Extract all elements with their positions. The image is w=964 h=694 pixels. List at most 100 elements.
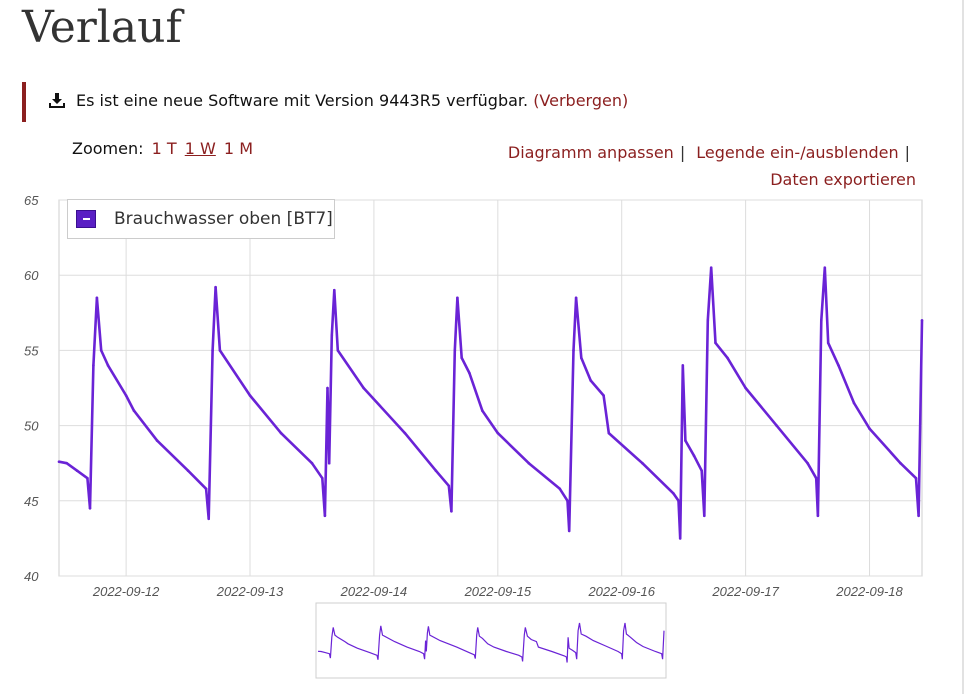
separator: | xyxy=(904,143,910,162)
data-point xyxy=(434,469,438,473)
data-point xyxy=(204,487,208,491)
y-tick-label: 60 xyxy=(24,268,39,283)
chart-actions: Diagramm anpassen | Legende ein-/ausblend… xyxy=(456,139,916,193)
data-point xyxy=(837,364,840,367)
data-point xyxy=(75,469,79,473)
data-point xyxy=(806,461,809,465)
y-tick-label: 40 xyxy=(24,569,39,584)
data-point xyxy=(527,461,531,465)
data-point xyxy=(775,424,778,427)
data-point xyxy=(567,529,571,533)
data-point xyxy=(706,319,710,322)
data-point xyxy=(589,379,592,382)
x-tick-label: 2022-09-15 xyxy=(464,584,532,599)
data-point xyxy=(574,296,578,300)
x-tick-label: 2022-09-13 xyxy=(216,584,284,599)
data-point xyxy=(641,461,644,465)
temperature-chart[interactable]: 40 45 50 55 60 65 2022-09-12 2022-09-13 2022-09… xyxy=(0,188,964,694)
data-point xyxy=(330,334,334,337)
data-point xyxy=(57,460,61,464)
navigator-series-line xyxy=(317,622,665,663)
data-point xyxy=(580,356,583,360)
data-point xyxy=(607,431,611,435)
data-point xyxy=(310,461,314,465)
export-data-link[interactable]: Daten exportieren xyxy=(770,170,916,189)
legend-toggle-swatch[interactable] xyxy=(76,210,96,228)
notice-text-line: Es ist eine neue Software mit Version 94… xyxy=(76,91,628,110)
data-point xyxy=(218,349,222,352)
data-point xyxy=(88,507,92,510)
data-point xyxy=(214,285,217,289)
data-point xyxy=(496,431,500,435)
data-point xyxy=(327,461,331,465)
x-tick-label: 2022-09-12 xyxy=(92,584,160,599)
data-point xyxy=(460,356,464,360)
data-point xyxy=(468,371,471,375)
data-point xyxy=(566,499,569,503)
x-tick-label: 2022-09-14 xyxy=(340,584,408,599)
chart-grid xyxy=(58,199,923,577)
zoom-1-month[interactable]: 1 M xyxy=(223,139,253,158)
data-point xyxy=(95,296,99,300)
data-point xyxy=(814,476,818,480)
y-tick-label: 45 xyxy=(24,494,39,509)
download-icon xyxy=(49,93,65,108)
notice-message: Es ist eine neue Software mit Version 94… xyxy=(76,91,529,110)
data-point xyxy=(86,476,89,480)
legend-series-label: Brauchwasser oben [BT7] xyxy=(114,209,333,229)
data-point xyxy=(744,386,747,390)
data-point xyxy=(106,364,110,367)
data-point xyxy=(124,394,128,397)
series-plot xyxy=(57,266,924,540)
data-point xyxy=(92,364,95,367)
data-point xyxy=(453,349,457,352)
data-point xyxy=(677,499,680,503)
plot-area xyxy=(58,199,923,577)
customize-chart-link[interactable]: Diagramm anpassen xyxy=(507,143,674,162)
separator: | xyxy=(679,143,686,162)
x-tick-label: 2022-09-18 xyxy=(835,584,903,599)
zoom-controls: Zoomen: 1 T 1 W 1 M xyxy=(72,139,253,158)
data-point xyxy=(186,469,190,473)
zoom-1-day[interactable]: 1 T xyxy=(151,139,177,158)
data-point xyxy=(672,492,675,495)
data-point xyxy=(99,349,103,352)
data-point xyxy=(132,409,136,412)
data-point xyxy=(681,364,685,367)
data-point xyxy=(207,517,210,521)
data-point xyxy=(248,394,252,397)
y-tick-label: 50 xyxy=(24,419,39,434)
data-point xyxy=(336,349,340,352)
data-point xyxy=(917,514,920,518)
data-point xyxy=(326,386,329,390)
data-point xyxy=(852,401,856,405)
data-point xyxy=(279,431,283,435)
data-point xyxy=(826,341,830,345)
data-point xyxy=(692,454,696,458)
data-point xyxy=(816,514,820,518)
y-axis-ticks: 40 45 50 55 60 65 xyxy=(24,193,39,584)
data-point xyxy=(456,296,459,300)
hide-notice-link[interactable]: (Verbergen) xyxy=(533,91,629,110)
data-point xyxy=(709,266,713,269)
x-tick-label: 2022-09-16 xyxy=(587,584,655,599)
y-tick-label: 65 xyxy=(24,193,39,208)
data-point xyxy=(823,266,827,269)
toggle-legend-link[interactable]: Legende ein-/ausblenden xyxy=(696,143,899,162)
y-tick-label: 55 xyxy=(24,343,39,358)
data-point xyxy=(333,288,336,292)
data-point xyxy=(323,514,327,518)
chart-legend[interactable]: Brauchwasser oben [BT7] xyxy=(67,199,335,239)
data-point xyxy=(211,349,214,352)
software-update-notice: Es ist eine neue Software mit Version 94… xyxy=(22,82,722,122)
range-navigator[interactable] xyxy=(315,602,667,679)
navigator-frame xyxy=(315,602,667,679)
data-point xyxy=(920,319,924,322)
data-point xyxy=(403,431,407,435)
data-point xyxy=(868,427,871,430)
data-point xyxy=(700,469,703,473)
data-point xyxy=(714,341,717,345)
x-tick-label: 2022-09-17 xyxy=(711,584,779,599)
data-point xyxy=(899,461,902,465)
zoom-1-week[interactable]: 1 W xyxy=(184,139,216,158)
